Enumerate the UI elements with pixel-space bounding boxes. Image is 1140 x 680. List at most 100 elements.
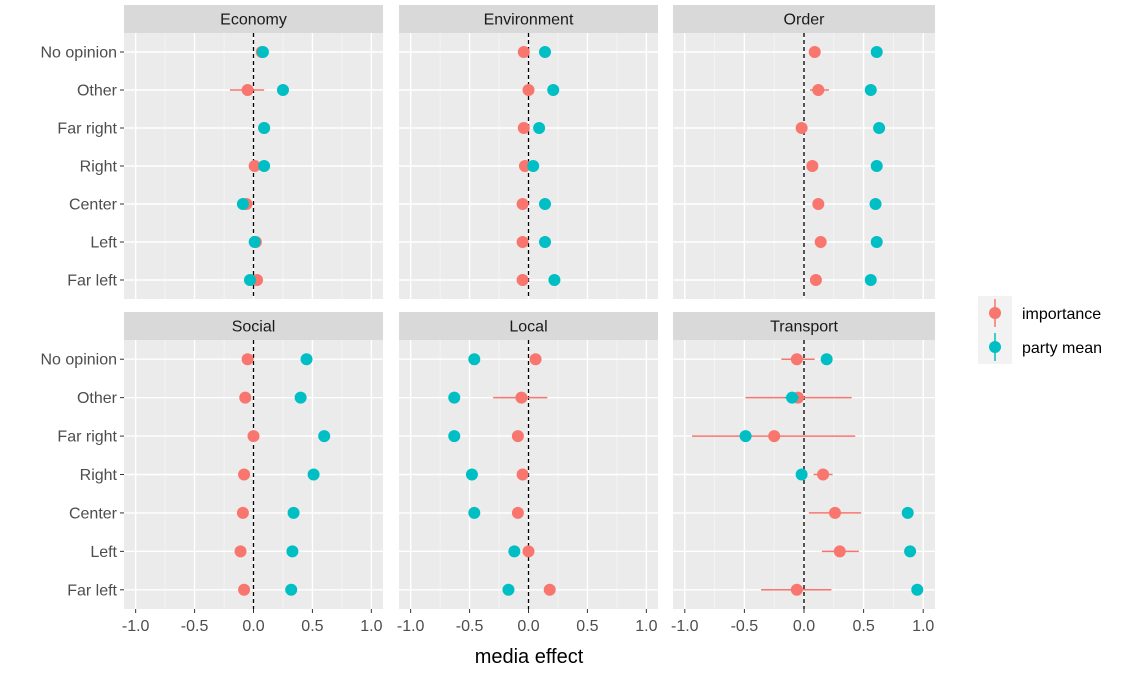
importance-point: [515, 391, 528, 404]
party-mean-point: [287, 506, 300, 519]
party-mean-point: [533, 122, 546, 134]
facet-strip: [124, 312, 383, 340]
importance-point: [817, 468, 830, 481]
importance-point: [806, 160, 819, 172]
facet-title: Economy: [220, 12, 287, 29]
importance-point: [516, 468, 529, 481]
y-tick-label: Other: [77, 83, 118, 100]
importance-point: [814, 236, 827, 248]
party-mean-point: [538, 236, 551, 248]
importance-point: [234, 545, 247, 558]
importance-point: [516, 236, 529, 248]
x-tick-label: 0.0: [517, 618, 539, 635]
party-mean-point: [870, 46, 883, 58]
x-tick-label: 1.0: [912, 618, 934, 635]
party-mean-point: [547, 84, 560, 96]
facet-strip: [673, 5, 935, 33]
party-mean-point: [243, 274, 256, 286]
x-tick-label: 0.5: [576, 618, 598, 635]
party-mean-point: [468, 353, 481, 366]
party-mean-point: [248, 236, 261, 248]
importance-point: [239, 391, 252, 404]
party-mean-point: [911, 583, 924, 596]
party-mean-point: [548, 274, 561, 286]
party-mean-point: [820, 353, 833, 366]
party-mean-point: [276, 84, 289, 96]
importance-point: [522, 84, 535, 96]
importance-point: [833, 545, 846, 558]
party-mean-point: [236, 198, 249, 210]
y-tick-label: Far right: [57, 121, 117, 138]
party-mean-point: [502, 583, 515, 596]
legend-key-point: [989, 307, 1001, 319]
importance-point: [522, 545, 535, 558]
legend-label: party mean: [1022, 340, 1102, 357]
y-tick-label: Center: [69, 197, 118, 214]
party-mean-point: [538, 46, 551, 58]
importance-point: [517, 46, 530, 58]
importance-point: [517, 122, 530, 134]
facet-title: Social: [232, 319, 276, 336]
x-tick-label: -1.0: [122, 618, 150, 635]
party-mean-point: [873, 122, 886, 134]
party-mean-point: [786, 391, 799, 404]
party-mean-point: [448, 391, 461, 404]
importance-point: [247, 430, 260, 443]
x-tick-label: 1.0: [360, 618, 382, 635]
importance-point: [808, 46, 821, 58]
importance-point: [790, 583, 803, 596]
facet-title: Order: [784, 12, 826, 29]
legend-label: importance: [1022, 306, 1101, 323]
importance-point: [828, 506, 841, 519]
y-tick-label: Other: [77, 390, 118, 407]
party-mean-point: [901, 506, 914, 519]
importance-point: [241, 353, 254, 366]
y-tick-label: Left: [90, 235, 117, 252]
party-mean-point: [465, 468, 478, 481]
x-tick-label: 0.5: [301, 618, 323, 635]
y-tick-label: Far left: [67, 273, 117, 290]
facet-title: Transport: [770, 319, 838, 336]
facet-title: Environment: [484, 12, 574, 29]
importance-point: [516, 274, 529, 286]
party-mean-point: [258, 160, 271, 172]
importance-point: [768, 430, 781, 443]
facet-strip: [124, 5, 383, 33]
party-mean-point: [448, 430, 461, 443]
party-mean-point: [468, 506, 481, 519]
x-tick-label: -1.0: [671, 618, 699, 635]
importance-point: [809, 274, 822, 286]
y-tick-label: Center: [69, 505, 118, 522]
y-tick-label: Far left: [67, 582, 117, 599]
importance-point: [529, 353, 542, 366]
importance-point: [812, 84, 825, 96]
x-tick-label: 0.5: [852, 618, 874, 635]
importance-point: [795, 122, 808, 134]
x-tick-label: 1.0: [635, 618, 657, 635]
party-mean-point: [318, 430, 331, 443]
facet-strip: [399, 5, 658, 33]
party-mean-point: [904, 545, 917, 558]
party-mean-point: [307, 468, 320, 481]
party-mean-point: [527, 160, 540, 172]
y-tick-label: Right: [80, 467, 118, 484]
party-mean-point: [286, 545, 299, 558]
party-mean-point: [300, 353, 313, 366]
x-tick-label: -0.5: [456, 618, 484, 635]
y-tick-label: No opinion: [41, 45, 118, 62]
facet-title: Local: [509, 319, 547, 336]
party-mean-point: [870, 236, 883, 248]
legend-key-point: [989, 341, 1001, 353]
y-tick-label: Right: [80, 159, 118, 176]
facet-strip: [399, 312, 658, 340]
x-tick-label: -0.5: [731, 618, 759, 635]
importance-point: [518, 160, 531, 172]
x-axis-title: media effect: [475, 646, 584, 668]
party-mean-point: [508, 545, 521, 558]
party-mean-point: [258, 122, 271, 134]
party-mean-point: [739, 430, 752, 443]
party-mean-point: [538, 198, 551, 210]
importance-point: [511, 506, 524, 519]
importance-point: [238, 468, 251, 481]
